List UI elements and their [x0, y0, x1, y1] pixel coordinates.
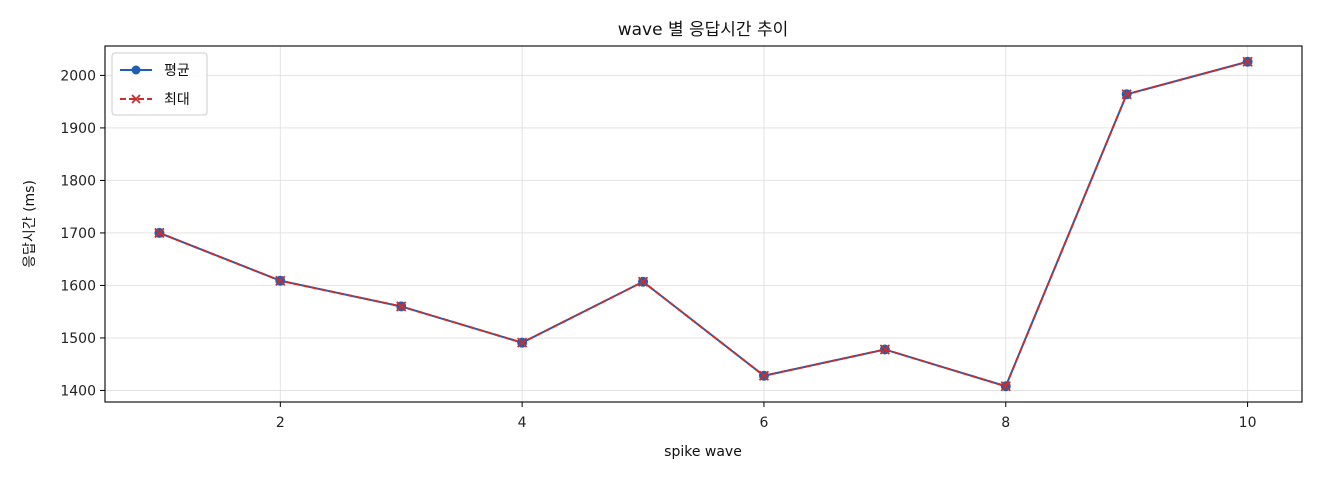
data-point-series-2 [396, 301, 407, 312]
data-point-series-2 [1121, 89, 1132, 100]
y-tick-label: 1700 [60, 226, 96, 242]
series-line-2 [159, 60, 1248, 388]
data-point-series-2 [1000, 381, 1011, 392]
y-tick-label: 2000 [60, 68, 96, 84]
grid [105, 46, 1302, 402]
legend-entry-series-2: 최대 [120, 92, 190, 108]
data-point-series-2 [154, 227, 165, 239]
legend-label-series-1: 평균 [164, 63, 190, 79]
legend-marker-series-2 [131, 94, 141, 104]
y-tick-label: 1800 [60, 173, 96, 189]
x-tick-label: 10 [1239, 415, 1257, 431]
y-tick-label: 1500 [60, 331, 96, 347]
data-point-series-2 [275, 275, 286, 286]
y-axis-ticks: 1400 1500 1600 1700 1800 1900 2000 [60, 68, 105, 399]
data-point-series-2 [879, 344, 891, 355]
y-axis-label: 응답시간 (ms) [22, 180, 38, 268]
data-point-series-2 [637, 276, 649, 287]
series-layer [154, 56, 1253, 392]
legend: 평균 최대 [111, 52, 208, 116]
y-tick-label: 1900 [60, 121, 96, 137]
x-axis-ticks: 2 4 6 8 10 [276, 402, 1257, 431]
x-axis-label: spike wave [664, 444, 742, 460]
x-tick-label: 2 [276, 415, 285, 431]
data-point-series-2 [758, 370, 770, 381]
y-tick-label: 1400 [60, 383, 96, 399]
legend-marker-series-1 [131, 65, 141, 75]
plot-frame [104, 45, 1303, 403]
data-point-series-2 [516, 337, 528, 348]
y-tick-label: 1600 [60, 278, 96, 294]
x-tick-label: 6 [759, 415, 768, 431]
legend-entry-series-1: 평균 [120, 63, 190, 79]
legend-box [111, 52, 208, 116]
data-point-series-2 [1242, 56, 1253, 67]
chart-title: wave 별 응답시간 추이 [618, 20, 789, 40]
x-tick-label: 8 [1001, 415, 1010, 431]
x-tick-label: 4 [518, 415, 527, 431]
legend-label-series-2: 최대 [164, 92, 190, 108]
